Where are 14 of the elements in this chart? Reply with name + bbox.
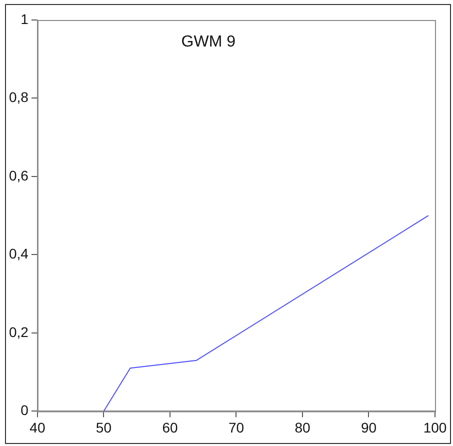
y-tick-label: 0,2 [8, 324, 29, 340]
x-tick-label: 90 [360, 419, 377, 436]
y-tick-label: 0,6 [8, 167, 29, 184]
y-tick-label: 0,4 [8, 246, 29, 262]
x-tick-label: 80 [294, 419, 310, 436]
x-tick-label: 70 [228, 419, 244, 436]
x-tick-label: 100 [423, 419, 447, 436]
y-tick-label: 0,8 [8, 89, 29, 106]
x-tick-label: 50 [96, 419, 112, 436]
y-tick-label: 0 [20, 402, 29, 418]
x-tick-label: 60 [162, 419, 178, 436]
x-tick-label: 40 [30, 419, 46, 436]
text: GWM 9 [181, 33, 236, 50]
y-tick-label: 1 [20, 10, 29, 27]
